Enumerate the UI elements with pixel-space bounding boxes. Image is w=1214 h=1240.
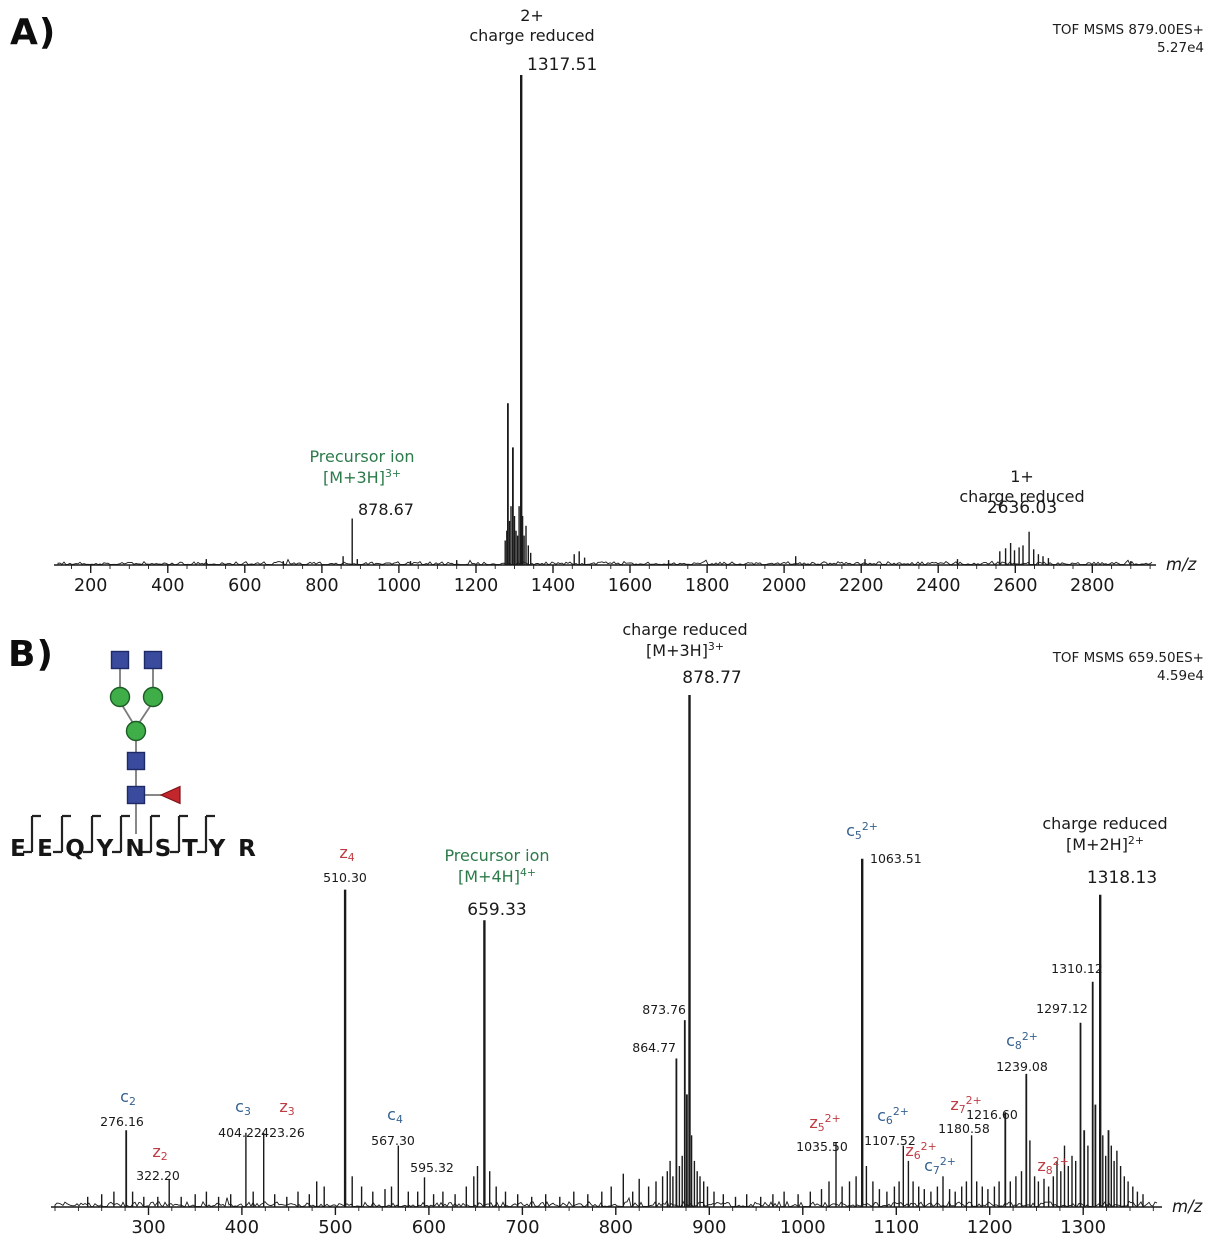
cleavage-mark bbox=[53, 814, 71, 854]
axis-tick-label: 800 bbox=[599, 1217, 633, 1238]
axis-tick-label: 2000 bbox=[762, 576, 807, 596]
axis-tick-label: 2400 bbox=[916, 576, 961, 596]
axis-tick-label: 400 bbox=[151, 576, 184, 596]
axis-tick-label: 800 bbox=[305, 576, 338, 596]
meta-line: 5.27e4 bbox=[1157, 39, 1204, 56]
axis-tick-label: 1200 bbox=[454, 576, 499, 596]
axis-tick-label: 1600 bbox=[608, 576, 653, 596]
glycan-link bbox=[121, 704, 134, 724]
glycan-glcnac-square-icon bbox=[126, 751, 146, 771]
axis-tick-label: 900 bbox=[692, 1217, 726, 1238]
noise-floor bbox=[57, 558, 1153, 566]
glycan-glcnac-square-icon bbox=[126, 785, 146, 805]
meta-line: TOF MSMS 879.00ES+ bbox=[1052, 22, 1204, 38]
panel-b-spectrum: 300 400 500 600 700 800 900 1000 1100 1200 1300 m/z bbox=[51, 695, 1203, 1238]
glycan-glcnac-square-icon bbox=[110, 650, 130, 670]
glycan-mannose-circle-icon bbox=[125, 720, 147, 742]
axis-tick-label: 1400 bbox=[531, 576, 576, 596]
axis-tick-label: 600 bbox=[228, 576, 261, 596]
axis-tick-label: 2800 bbox=[1070, 576, 1115, 596]
panel-a-meta: TOF MSMS 879.00ES+ 5.27e4 bbox=[1053, 22, 1204, 57]
cleavage-mark bbox=[83, 814, 101, 854]
x-axis-label: m/z bbox=[1172, 1197, 1203, 1216]
cleavage-mark bbox=[170, 814, 188, 854]
meta-line: 4.59e4 bbox=[1157, 667, 1204, 684]
glycan-glcnac-square-icon bbox=[143, 650, 163, 670]
cleavage-mark bbox=[142, 814, 160, 854]
panel-b-label: B) bbox=[8, 634, 54, 675]
glycan-diagram bbox=[23, 650, 215, 854]
axis-tick-label: 1200 bbox=[967, 1217, 1013, 1238]
glycan-mannose-circle-icon bbox=[109, 686, 131, 708]
axis-tick-label: 200 bbox=[74, 576, 107, 596]
axis-tick-label: 2200 bbox=[839, 576, 884, 596]
panel-a-spectrum: 200 400 600 800 1000 1200 1400 1600 1800 2000 2200… bbox=[54, 75, 1197, 596]
panel-a-label: A) bbox=[10, 12, 57, 53]
axis-tick-label: 700 bbox=[505, 1217, 539, 1238]
x-axis-label: m/z bbox=[1166, 555, 1197, 574]
axis-tick-label: 2600 bbox=[993, 576, 1038, 596]
axis-tick-label: 600 bbox=[412, 1217, 446, 1238]
cleavage-mark bbox=[23, 814, 41, 854]
panel-b-meta: TOF MSMS 659.50ES+ 4.59e4 bbox=[1053, 650, 1204, 685]
noise-floor bbox=[54, 1196, 1158, 1208]
axis-tick-label: 400 bbox=[225, 1217, 259, 1238]
axis-tick-label: 500 bbox=[318, 1217, 352, 1238]
axis-tick-label: 1000 bbox=[377, 576, 422, 596]
axis-tick-label: 300 bbox=[131, 1217, 165, 1238]
axis-tick-label: 1800 bbox=[685, 576, 730, 596]
glycan-fucose-triangle-icon bbox=[159, 785, 181, 805]
glycan-mannose-circle-icon bbox=[142, 686, 164, 708]
meta-line: TOF MSMS 659.50ES+ bbox=[1052, 650, 1204, 666]
glycan-link bbox=[138, 704, 152, 724]
axis-tick-label: 1000 bbox=[780, 1217, 826, 1238]
cleavage-mark bbox=[112, 814, 130, 854]
cleavage-mark bbox=[197, 814, 215, 854]
axis-tick-label: 1300 bbox=[1060, 1217, 1106, 1238]
axis-tick-label: 1100 bbox=[873, 1217, 919, 1238]
